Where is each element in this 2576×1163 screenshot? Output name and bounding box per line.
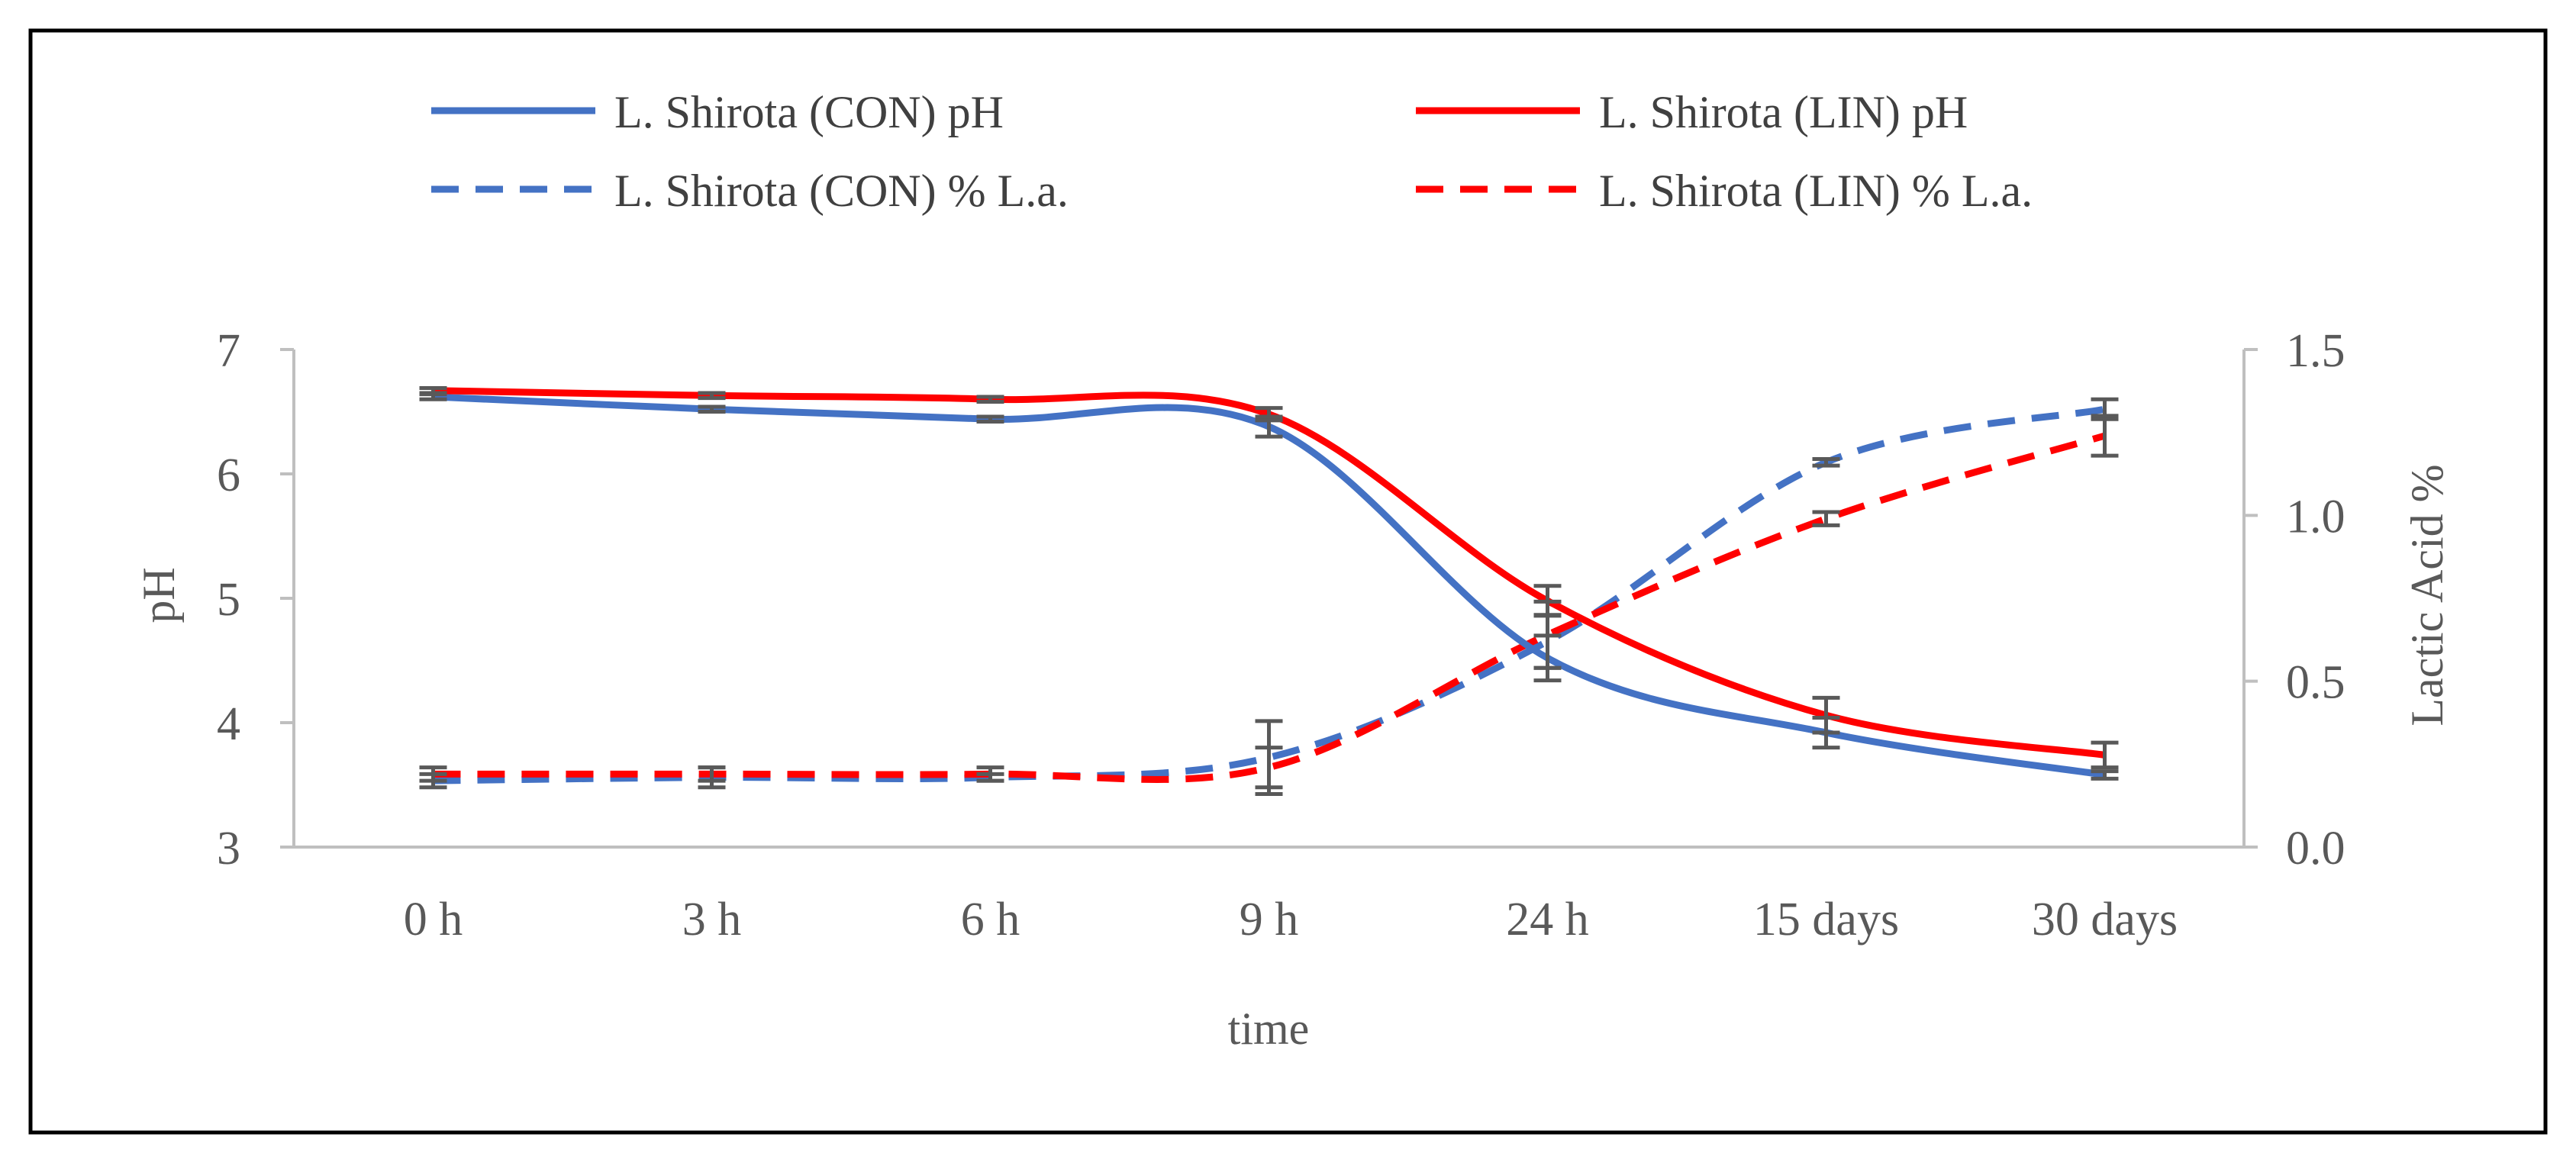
x-tick-label: 24 h [1506,894,1589,946]
legend-label: L. Shirota (LIN) pH [1599,87,1968,137]
y2-tick-label: 0.0 [2286,823,2345,875]
y-tick-label: 5 [217,574,240,626]
legend: L. Shirota (CON) pH L. Shirota (LIN) pH L.… [431,87,2033,216]
y2-tick-label: 0.5 [2286,657,2345,709]
legend-label: L. Shirota (CON) pH [614,87,1004,137]
legend-label: L. Shirota (CON) % L.a. [614,166,1069,216]
y-tick-label: 3 [217,823,240,875]
chart-frame [28,28,2548,1135]
x-tick-label: 3 h [682,894,742,946]
y-tick-label: 4 [217,698,240,750]
y2-tick-label: 1.5 [2286,325,2345,377]
legend-label: L. Shirota (LIN) % L.a. [1599,166,2033,216]
y2-axis-title: Lactic Acid % [2402,464,2452,726]
plot-area [419,386,2119,796]
y-axis-title: pH [134,567,184,623]
y-tick-label: 6 [217,449,240,501]
axes: 3 4 5 6 7 0.0 0.5 1.0 1.5 0 h 3 h 6 h 9 h 24 h 15 days… [217,325,2345,946]
x-tick-label: 0 h [404,894,463,946]
y-tick-label: 7 [217,325,240,377]
x-tick-label: 30 days [2032,894,2178,946]
x-tick-label: 15 days [1753,894,1899,946]
x-tick-label: 6 h [961,894,1020,946]
x-tick-label: 9 h [1240,894,1299,946]
y2-tick-label: 1.0 [2286,491,2345,543]
x-axis-title: time [1228,1004,1310,1054]
